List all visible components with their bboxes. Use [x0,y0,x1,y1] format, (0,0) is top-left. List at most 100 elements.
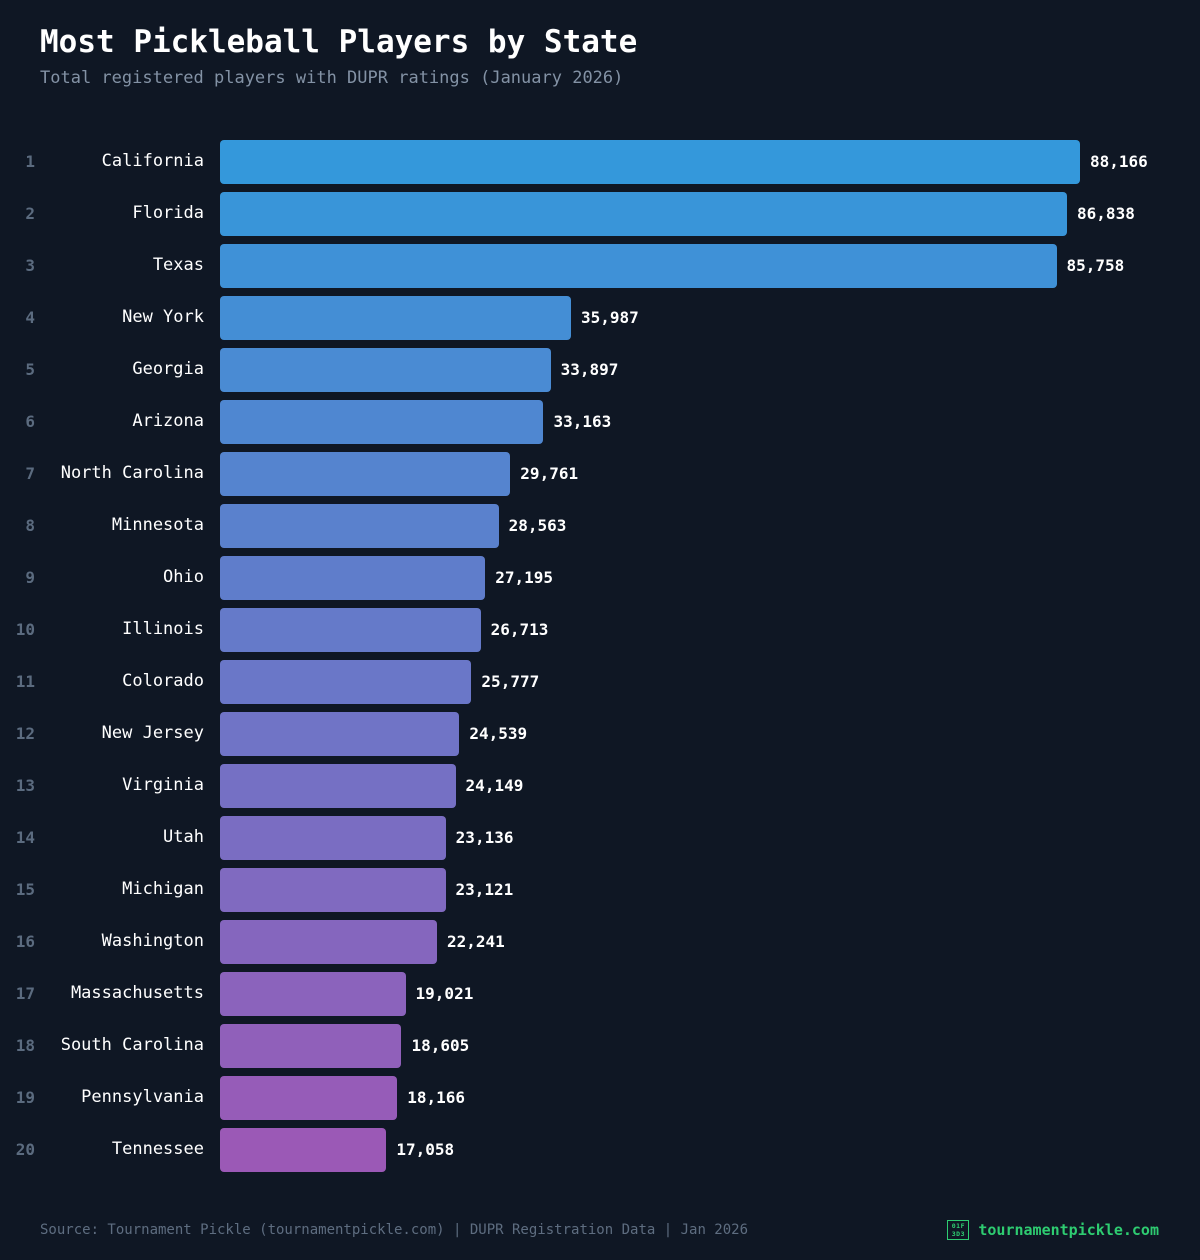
value-label: 35,987 [581,308,639,327]
state-label: North Carolina [60,463,204,483]
bar [220,1076,398,1120]
bar-row: 9 Ohio 27,195 [0,556,1200,600]
value-label: 26,713 [490,620,549,639]
bar [220,816,446,860]
rank-label: 3 [25,256,35,275]
bar [220,504,499,548]
rank-label: 17 [15,984,35,1003]
rank-label: 2 [25,204,35,223]
bar-row: 8 Minnesota 28,563 [0,504,1200,548]
state-label: Michigan [122,879,204,899]
rank-label: 7 [25,464,35,483]
bar-row: 15 Michigan 23,121 [0,868,1200,912]
bar [220,348,551,392]
rank-label: 18 [15,1036,35,1055]
state-label: Florida [132,203,204,223]
value-label: 19,021 [415,984,474,1003]
bar [220,1128,387,1172]
bar [220,556,486,600]
bar-row: 18 South Carolina 18,605 [0,1024,1200,1068]
source-note: Source: Tournament Pickle (tournamentpic… [40,1222,749,1238]
value-label: 23,121 [455,880,514,899]
state-label: Tennessee [111,1139,204,1159]
value-label: 23,136 [455,828,514,847]
value-label: 86,838 [1077,204,1135,223]
chart-title: Most Pickleball Players by State [40,24,638,60]
bar-row: 16 Washington 22,241 [0,920,1200,964]
bar-row: 4 New York 35,987 [0,296,1200,340]
state-label: Virginia [122,775,204,795]
rank-label: 6 [25,412,35,431]
bar-row: 7 North Carolina 29,761 [0,452,1200,496]
bar [220,608,481,652]
value-label: 24,149 [465,776,524,795]
bar-row: 17 Massachusetts 19,021 [0,972,1200,1016]
bar-row: 1 California 88,166 [0,140,1200,184]
rank-label: 13 [15,776,35,795]
state-label: Georgia [132,359,204,379]
state-label: New York [122,307,204,327]
bar-row: 6 Arizona 33,163 [0,400,1200,444]
rank-label: 14 [15,828,35,847]
bar [220,660,472,704]
icon-glyph-bottom: 3D3 [951,1230,965,1238]
bar-row: 5 Georgia 33,897 [0,348,1200,392]
bar-row: 20 Tennessee 17,058 [0,1128,1200,1172]
rank-label: 12 [15,724,35,743]
state-label: South Carolina [60,1035,204,1055]
value-label: 25,777 [481,672,540,691]
pickleball-icon: 01F 3D3 [947,1220,970,1240]
state-label: Utah [163,827,204,847]
brand-link[interactable]: 01F 3D3 tournamentpickle.com [947,1220,1159,1240]
state-label: Texas [152,255,204,275]
bar [220,920,437,964]
value-label: 27,195 [495,568,554,587]
bar-row: 19 Pennsylvania 18,166 [0,1076,1200,1120]
chart-subtitle: Total registered players with DUPR ratin… [40,68,624,88]
bar [220,296,572,340]
bar [220,140,1080,184]
state-label: Washington [101,931,204,951]
bar [220,868,446,912]
value-label: 18,166 [407,1088,465,1107]
state-label: Colorado [122,671,204,691]
state-label: Illinois [122,619,204,639]
state-label: Massachusetts [70,983,204,1003]
state-label: New Jersey [101,723,204,743]
value-label: 18,605 [411,1036,470,1055]
rank-label: 9 [25,568,35,587]
value-label: 17,058 [396,1140,455,1159]
rank-label: 19 [15,1088,35,1107]
state-label: Minnesota [111,515,204,535]
rank-label: 10 [15,620,35,639]
value-label: 22,241 [446,932,505,951]
icon-glyph-top: 01F [951,1222,965,1230]
rank-label: 20 [15,1140,35,1159]
bar [220,1024,402,1068]
bar [220,244,1057,288]
value-label: 33,897 [560,360,619,379]
bar [220,192,1068,236]
brand-text: tournamentpickle.com [978,1221,1159,1239]
state-label: Arizona [132,411,204,431]
bar [220,400,544,444]
state-label: California [101,151,204,171]
bar-row: 13 Virginia 24,149 [0,764,1200,808]
bar [220,712,460,756]
bar-row: 12 New Jersey 24,539 [0,712,1200,756]
value-label: 29,761 [520,464,579,483]
state-label: Pennsylvania [81,1087,204,1107]
rank-label: 5 [25,360,35,379]
rank-label: 11 [15,672,35,691]
rank-label: 8 [25,516,35,535]
bar-row: 10 Illinois 26,713 [0,608,1200,652]
value-label: 85,758 [1066,256,1125,275]
value-label: 33,163 [553,412,612,431]
rank-label: 1 [25,152,35,171]
state-label: Ohio [163,567,204,587]
value-label: 88,166 [1090,152,1148,171]
bar [220,764,456,808]
bar-row: 3 Texas 85,758 [0,244,1200,288]
bar-row: 2 Florida 86,838 [0,192,1200,236]
rank-label: 4 [25,308,35,327]
